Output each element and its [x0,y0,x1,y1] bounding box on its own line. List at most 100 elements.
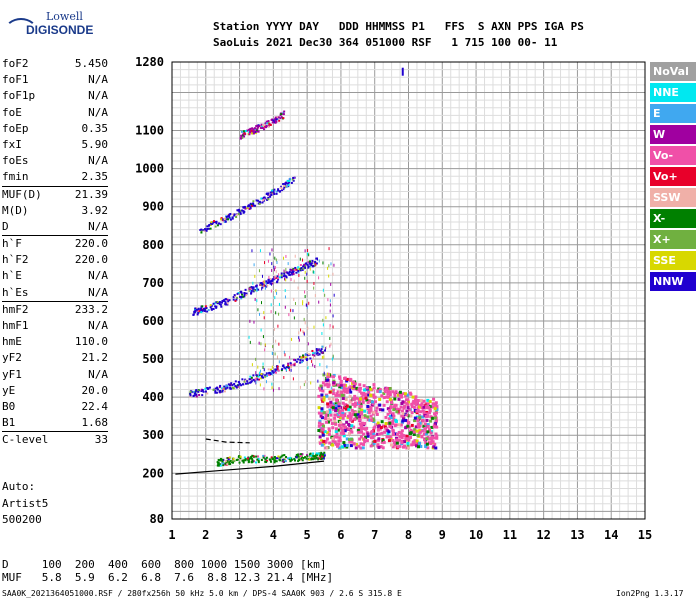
echo-point [276,116,279,119]
echo-point [338,377,342,381]
echo-point [402,392,406,396]
echo-point [365,426,369,430]
echo-point [431,402,435,406]
echo-point [277,278,280,281]
echo-point [383,390,387,394]
echo-point [249,206,252,209]
echo-point [271,121,274,124]
echo-point [212,302,215,305]
echo-point [327,433,331,437]
echo-point [393,391,397,395]
echo-point [275,368,278,371]
echo-point [310,381,312,385]
echo-point [203,307,206,310]
echo-point [304,249,306,253]
echo-point [214,390,217,393]
echo-point [267,368,270,371]
echo-point [431,416,435,420]
echo-point [257,365,259,369]
echo-point [264,343,266,347]
echo-point [395,438,399,442]
echo-point [267,196,270,199]
echo-point [264,458,267,461]
param-value: 33 [94,433,108,447]
echo-point [274,266,276,270]
echo-point [281,112,284,115]
echo-point [317,421,321,425]
echo-point [270,118,273,121]
echo-point [243,292,246,295]
echo-point [372,386,376,390]
param-row: D N/A [2,219,108,235]
echo-point [377,432,381,436]
echo-point [252,286,255,289]
echo-point [325,446,329,450]
echo-point [404,418,408,422]
echo-point [320,441,324,445]
echo-point [200,390,203,393]
echo-point [434,420,438,424]
echo-point [328,264,330,268]
echo-point [208,386,211,389]
echo-point [246,129,249,132]
echo-point [235,298,238,301]
echo-point [351,402,355,406]
echo-point [360,395,364,399]
echo-point [341,396,345,400]
echo-point [430,436,434,440]
echo-point [367,408,371,412]
echo-point [319,388,323,392]
echo-point [204,305,207,308]
echo-point [297,457,300,460]
echo-point [266,284,269,287]
echo-point [257,308,259,312]
echo-point [307,366,309,370]
param-name: foE [2,105,22,119]
echo-point [315,349,318,352]
echo-point [310,454,313,457]
echo-point [372,383,376,387]
echo-point [411,395,415,399]
echo-point [365,398,369,402]
echo-point [330,386,332,390]
echo-point [200,307,203,310]
echo-point [349,390,353,394]
echo-point [255,455,258,458]
echo-point [362,432,366,436]
param-name: foF1p [2,89,36,103]
echo-point [341,401,345,405]
echo-point [268,281,271,284]
echo-point [216,388,219,391]
echo-point [283,366,286,369]
echo-point [237,384,240,387]
echo-point [262,280,265,283]
echo-point [408,391,412,395]
echo-point [315,348,318,351]
echo-point [402,414,406,418]
echo-point [261,287,263,291]
echo-point [249,203,252,206]
echo-point [290,268,293,271]
echo-point [283,272,286,275]
echo-point [295,360,298,363]
echo-point [313,455,316,458]
echo-point [250,457,253,460]
echo-point [321,355,323,359]
echo-point [302,354,305,357]
echo-point [256,299,258,303]
legend-item: Vo+ [650,167,696,186]
echo-point [235,215,238,218]
echo-point [320,453,323,456]
echo-point [369,414,373,418]
echo-point [227,383,230,386]
echo-point [284,457,287,460]
echo-point [279,459,282,462]
echo-point [290,308,292,312]
echo-point [328,247,330,251]
echo-point [283,454,286,457]
echo-point [336,415,340,419]
echo-point [269,373,272,376]
echo-point [249,319,251,323]
echo-point [285,185,288,188]
echo-point [265,285,268,288]
